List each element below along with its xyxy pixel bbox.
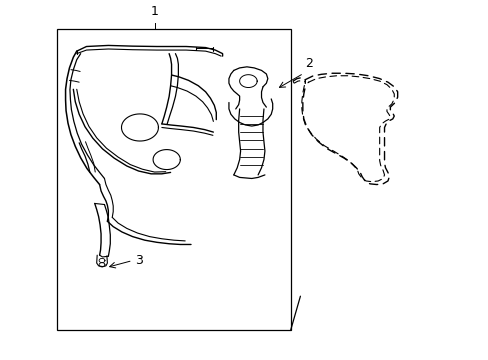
Text: 1: 1 xyxy=(150,5,158,18)
Bar xyxy=(57,29,290,330)
Text: 2: 2 xyxy=(305,57,312,70)
Text: 3: 3 xyxy=(135,254,142,267)
